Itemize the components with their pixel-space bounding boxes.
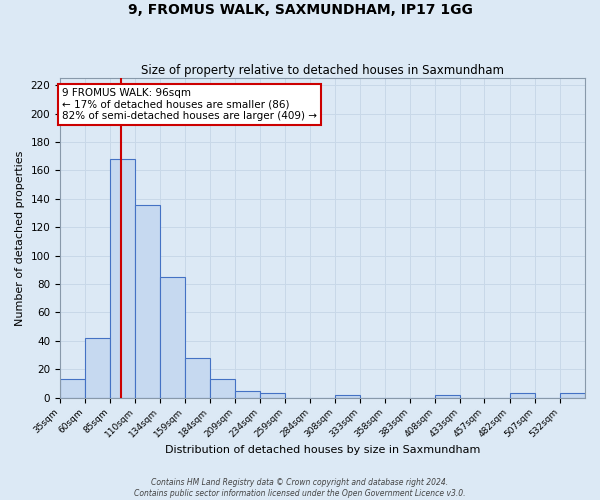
Text: 9, FROMUS WALK, SAXMUNDHAM, IP17 1GG: 9, FROMUS WALK, SAXMUNDHAM, IP17 1GG [128,2,472,16]
Bar [435,395,460,398]
Bar [110,159,136,398]
Y-axis label: Number of detached properties: Number of detached properties [15,150,25,326]
Bar [160,277,185,398]
Bar [85,338,110,398]
Bar [185,358,210,398]
Text: 9 FROMUS WALK: 96sqm
← 17% of detached houses are smaller (86)
82% of semi-detac: 9 FROMUS WALK: 96sqm ← 17% of detached h… [62,88,317,122]
Bar [60,379,85,398]
X-axis label: Distribution of detached houses by size in Saxmundham: Distribution of detached houses by size … [165,445,480,455]
Text: Contains HM Land Registry data © Crown copyright and database right 2024.
Contai: Contains HM Land Registry data © Crown c… [134,478,466,498]
Title: Size of property relative to detached houses in Saxmundham: Size of property relative to detached ho… [141,64,504,77]
Bar [235,390,260,398]
Bar [260,394,286,398]
Bar [136,204,160,398]
Bar [335,395,360,398]
Bar [210,379,235,398]
Bar [509,394,535,398]
Bar [560,394,585,398]
